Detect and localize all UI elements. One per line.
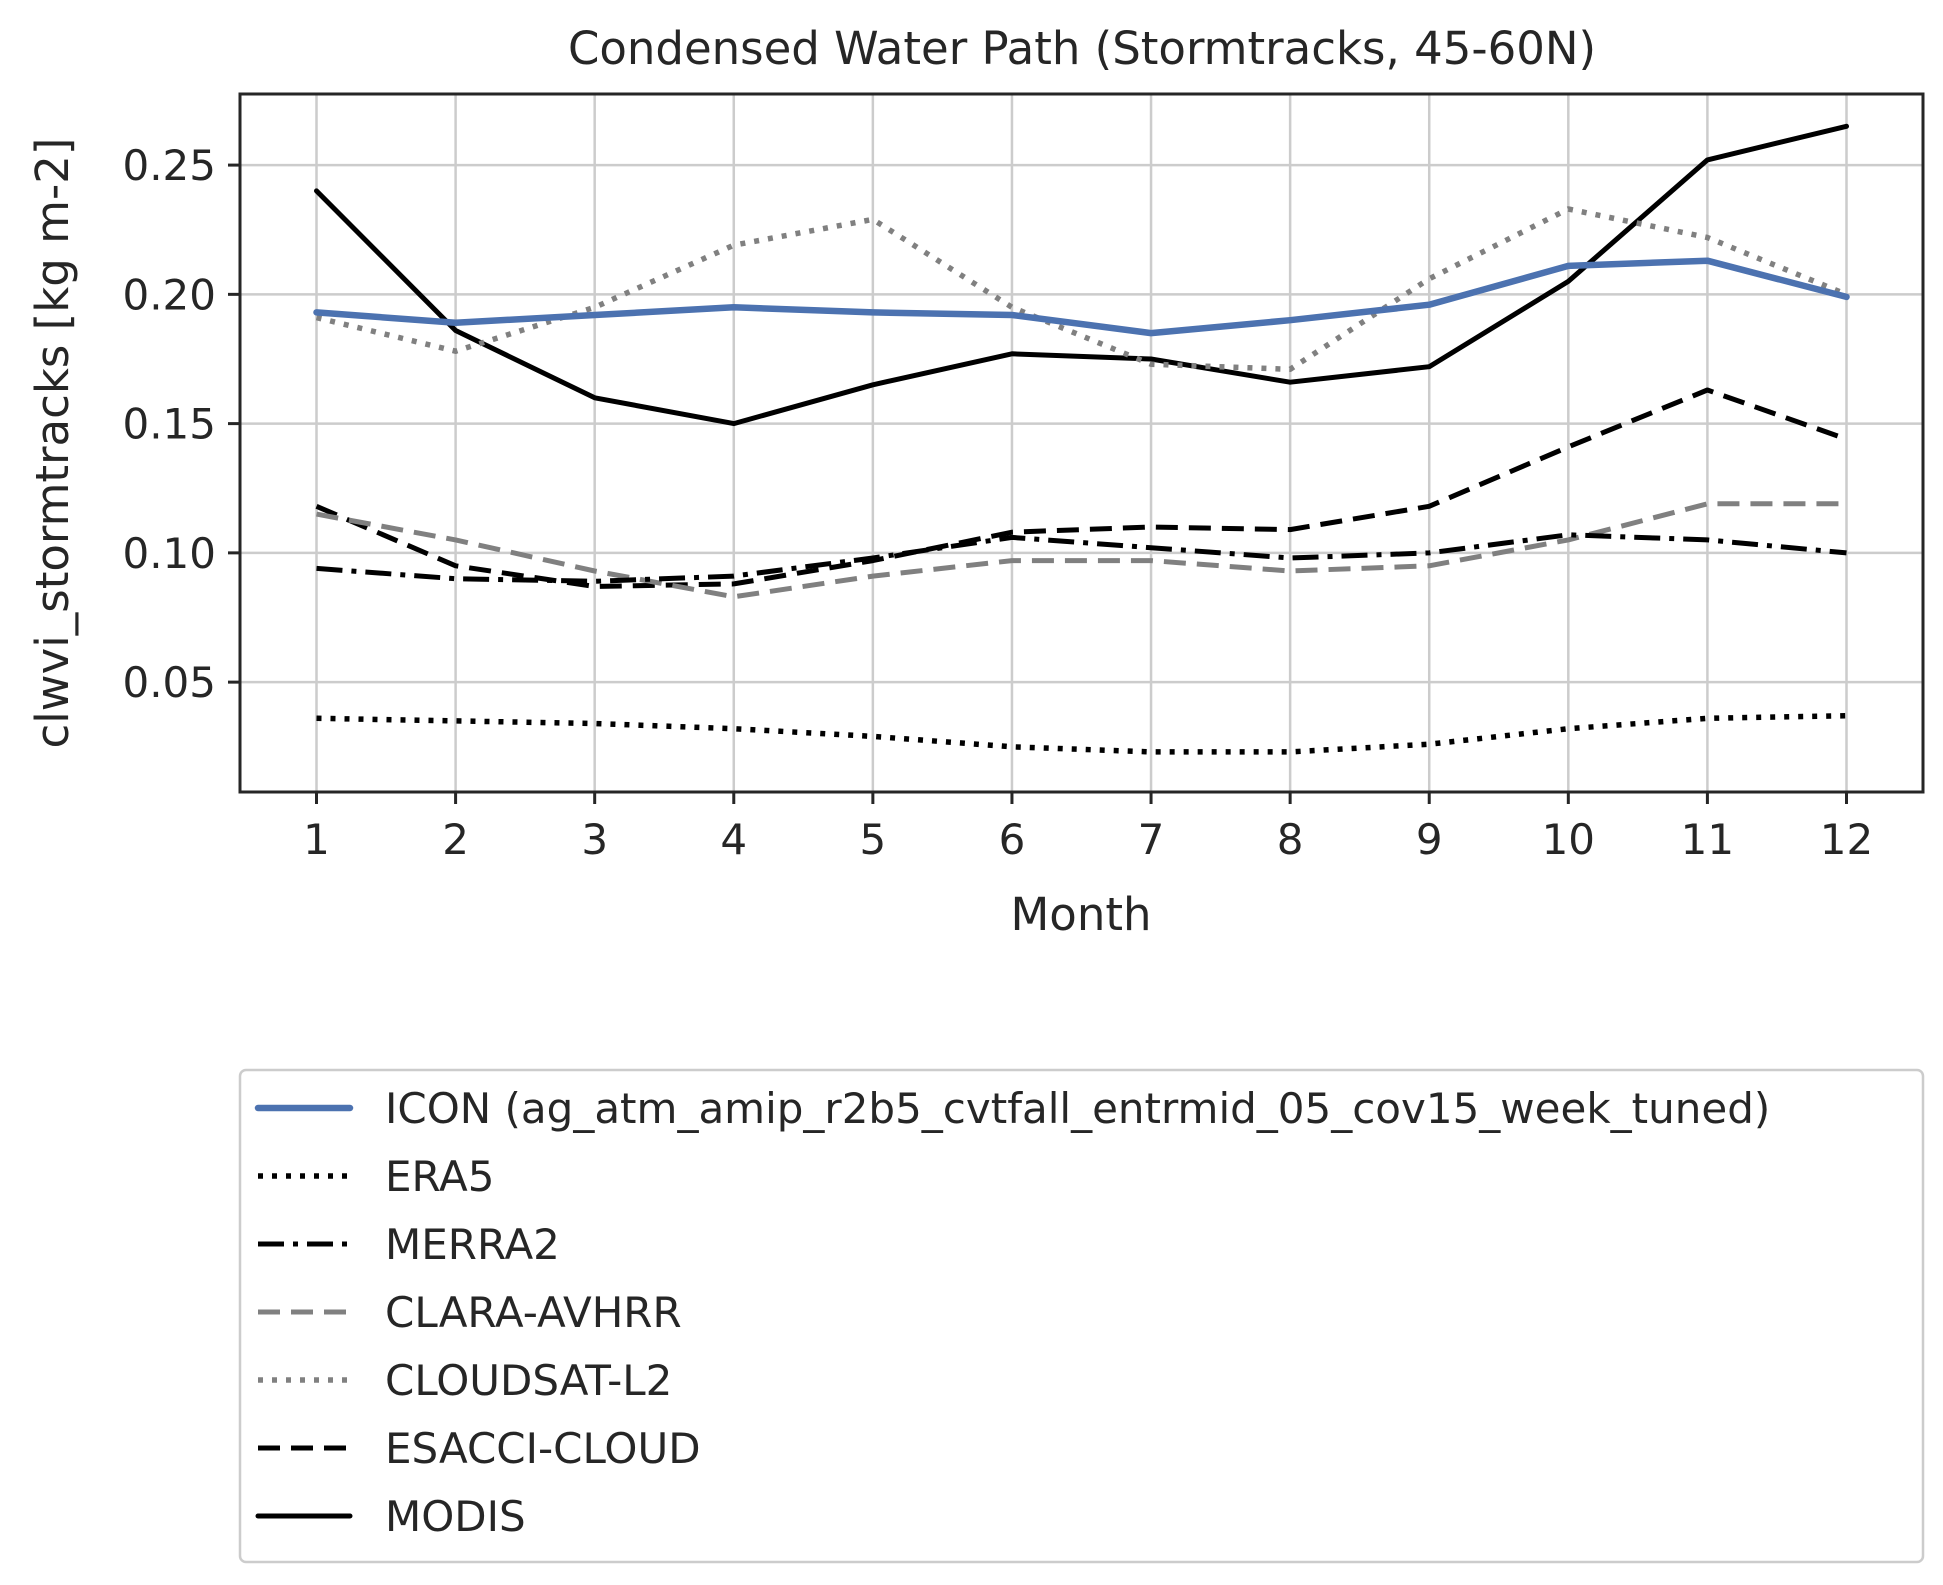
y-tick-label-4: 0.20 bbox=[122, 270, 216, 319]
series-line-7 bbox=[314, 123, 1849, 427]
x-tick-label-12: 12 bbox=[1820, 815, 1873, 864]
series-line-3 bbox=[316, 532, 1847, 584]
y-axis-label: clwvi_stormtracks [kg m-2] bbox=[26, 138, 79, 749]
x-tick-label-7: 7 bbox=[1138, 815, 1165, 864]
legend: ICON (ag_atm_amip_r2b5_cvtfall_entrmid_0… bbox=[238, 1068, 1925, 1564]
x-axis-label: Month bbox=[1010, 888, 1151, 941]
y-axis-ticks: 0.05 0.10 0.15 0.20 0.25 bbox=[122, 141, 240, 707]
x-tick-label-1: 1 bbox=[303, 815, 330, 864]
plot-frame bbox=[238, 92, 1925, 794]
legend-label-3: MERRA2 bbox=[385, 1220, 560, 1269]
gridlines bbox=[240, 94, 1923, 792]
x-tick-label-6: 6 bbox=[999, 815, 1026, 864]
x-tick-label-3: 3 bbox=[581, 815, 608, 864]
series-line-2 bbox=[316, 712, 1847, 755]
legend-label-1: ICON (ag_atm_amip_r2b5_cvtfall_entrmid_0… bbox=[385, 1084, 1770, 1133]
x-tick-label-8: 8 bbox=[1277, 815, 1304, 864]
legend-label-2: ERA5 bbox=[385, 1152, 494, 1201]
y-tick-label-1: 0.05 bbox=[122, 658, 216, 707]
legend-entries: ICON (ag_atm_amip_r2b5_cvtfall_entrmid_0… bbox=[254, 1084, 1770, 1541]
x-axis-ticks: 1 2 3 4 5 6 7 8 9 10 11 12 bbox=[303, 792, 1873, 864]
y-tick-label-3: 0.15 bbox=[122, 400, 216, 449]
x-tick-label-4: 4 bbox=[720, 815, 747, 864]
x-tick-label-10: 10 bbox=[1542, 815, 1595, 864]
chart-title: Condensed Water Path (Stormtracks, 45-60… bbox=[568, 22, 1596, 75]
x-tick-label-11: 11 bbox=[1681, 815, 1734, 864]
x-tick-label-9: 9 bbox=[1416, 815, 1443, 864]
x-tick-label-5: 5 bbox=[859, 815, 886, 864]
series-lines bbox=[313, 123, 1850, 755]
legend-label-4: CLARA-AVHRR bbox=[385, 1288, 682, 1337]
y-tick-label-2: 0.10 bbox=[122, 529, 216, 578]
y-tick-label-5: 0.25 bbox=[122, 141, 216, 190]
legend-frame bbox=[238, 1068, 1925, 1564]
legend-label-7: MODIS bbox=[385, 1492, 526, 1541]
legend-label-5: CLOUDSAT-L2 bbox=[385, 1356, 672, 1405]
legend-label-6: ESACCI-CLOUD bbox=[385, 1424, 701, 1473]
x-tick-label-2: 2 bbox=[442, 815, 469, 864]
series-line-1 bbox=[313, 257, 1850, 337]
